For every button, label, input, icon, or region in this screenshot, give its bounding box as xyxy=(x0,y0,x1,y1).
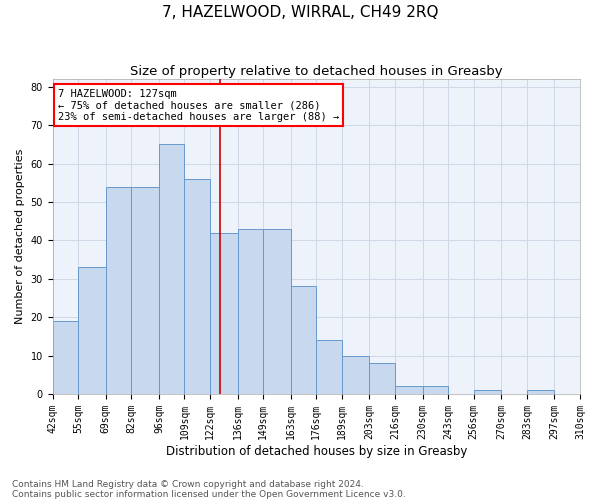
Bar xyxy=(370,364,395,394)
Bar xyxy=(291,286,316,394)
Text: 7, HAZELWOOD, WIRRAL, CH49 2RQ: 7, HAZELWOOD, WIRRAL, CH49 2RQ xyxy=(162,5,438,20)
X-axis label: Distribution of detached houses by size in Greasby: Distribution of detached houses by size … xyxy=(166,444,467,458)
Bar xyxy=(316,340,342,394)
Bar xyxy=(527,390,554,394)
Bar xyxy=(131,186,159,394)
Bar xyxy=(238,229,263,394)
Bar xyxy=(263,229,291,394)
Bar xyxy=(78,268,106,394)
Bar xyxy=(395,386,422,394)
Bar xyxy=(184,179,210,394)
Y-axis label: Number of detached properties: Number of detached properties xyxy=(15,149,25,324)
Bar xyxy=(474,390,501,394)
Bar xyxy=(342,356,370,394)
Text: Contains HM Land Registry data © Crown copyright and database right 2024.
Contai: Contains HM Land Registry data © Crown c… xyxy=(12,480,406,499)
Bar xyxy=(159,144,184,394)
Bar xyxy=(422,386,448,394)
Text: 7 HAZELWOOD: 127sqm
← 75% of detached houses are smaller (286)
23% of semi-detac: 7 HAZELWOOD: 127sqm ← 75% of detached ho… xyxy=(58,88,339,122)
Bar xyxy=(210,232,238,394)
Bar xyxy=(106,186,131,394)
Bar xyxy=(53,321,78,394)
Title: Size of property relative to detached houses in Greasby: Size of property relative to detached ho… xyxy=(130,65,503,78)
